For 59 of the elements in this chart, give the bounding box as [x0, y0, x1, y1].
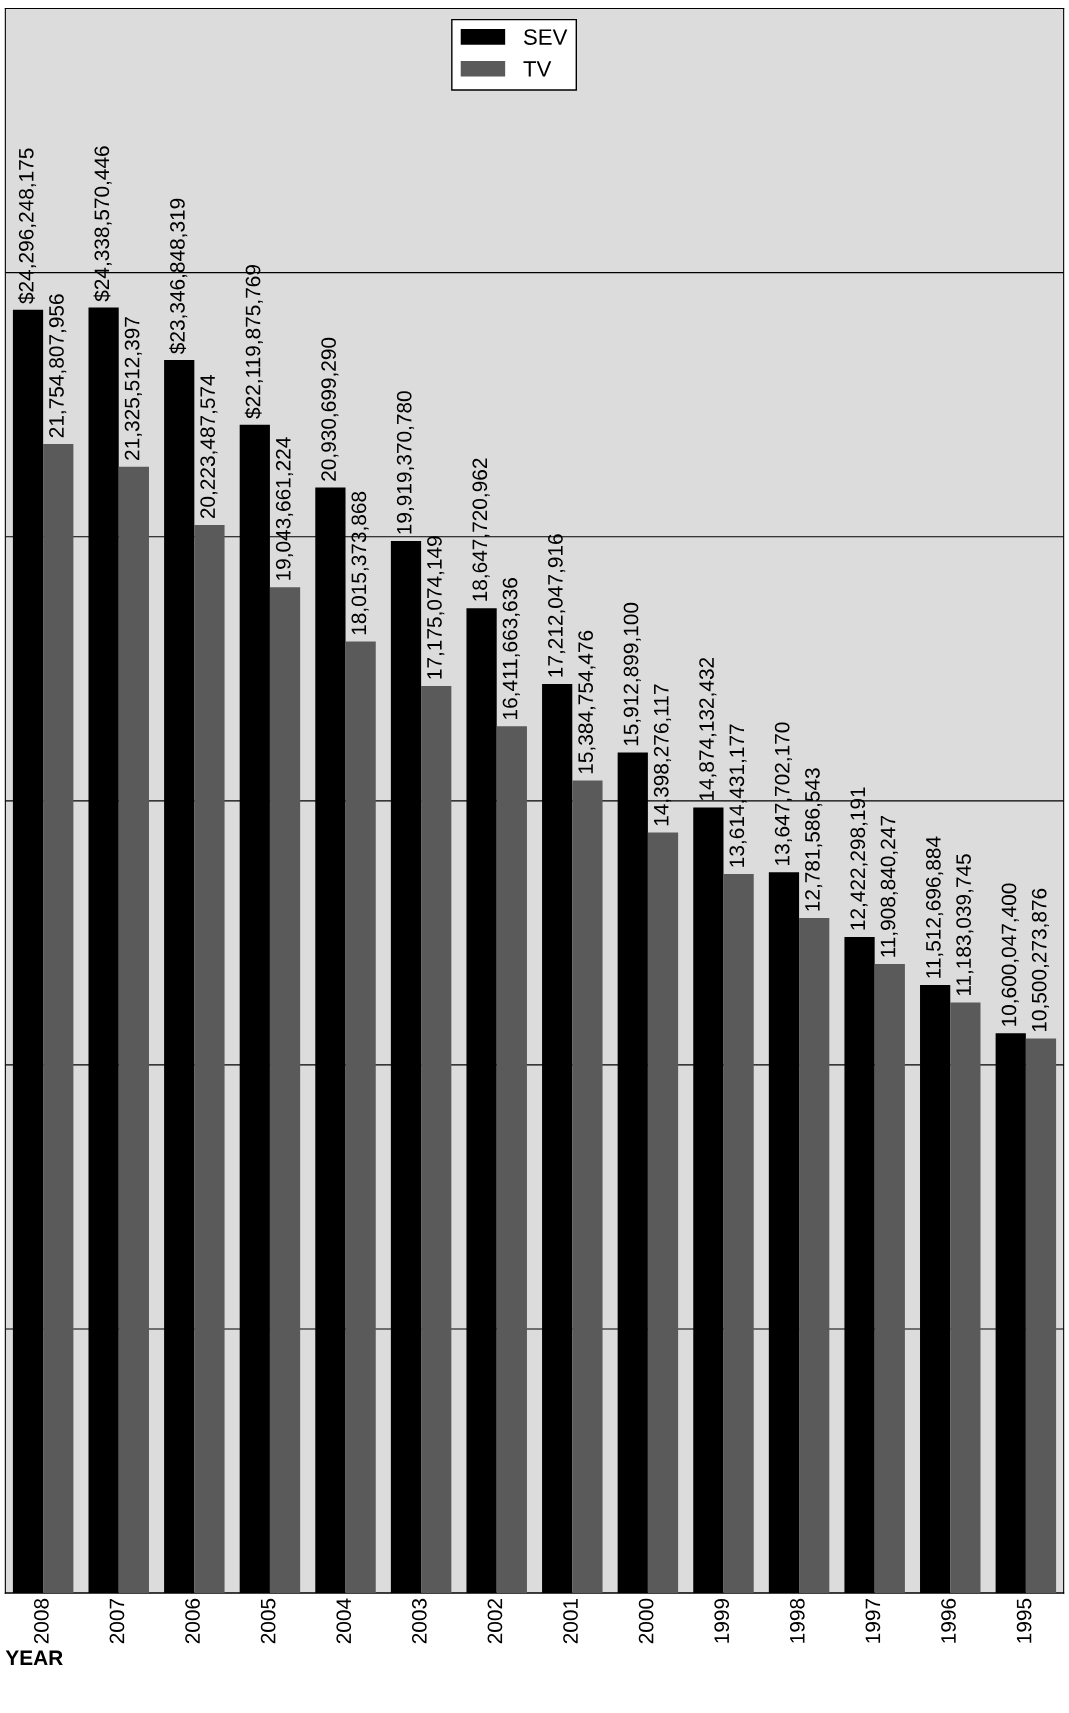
bar [194, 524, 225, 1594]
data-label: $22,119,875,769 [244, 265, 263, 419]
data-label: 13,647,702,170 [774, 722, 793, 865]
data-label: 14,398,276,117 [653, 684, 672, 826]
data-label: 19,043,661,224 [275, 437, 294, 580]
x-tick-label: 1999 [714, 1598, 730, 1643]
data-label: 16,411,663,636 [502, 578, 520, 719]
data-label: 21,325,512,397 [124, 317, 142, 460]
x-tick-label: 1997 [865, 1598, 881, 1643]
x-tick-label: 2004 [336, 1598, 352, 1644]
x-tick-label: 2008 [33, 1598, 49, 1644]
legend-label: SEV [523, 29, 568, 45]
x-tick-label: 2002 [487, 1598, 503, 1644]
bar [799, 918, 830, 1594]
data-label: 14,874,132,432 [699, 657, 717, 801]
x-tick-label: 1998 [789, 1598, 805, 1643]
x-tick-label: 2000 [638, 1598, 654, 1644]
x-axis-title: YEAR [5, 1650, 63, 1665]
x-tick-label: 2006 [185, 1598, 200, 1644]
bar [43, 444, 74, 1594]
bar [496, 726, 527, 1594]
bar [345, 641, 376, 1594]
data-label: 21,754,807,956 [49, 294, 67, 438]
bar [1025, 1038, 1057, 1594]
data-label: 11,908,840,247 [880, 816, 898, 957]
data-label: $23,346,848,319 [169, 198, 188, 354]
x-tick-label: 2003 [411, 1598, 427, 1644]
bar [421, 685, 452, 1594]
data-label: 20,930,699,290 [321, 337, 339, 481]
data-label: 15,912,899,100 [623, 602, 641, 746]
data-label: 13,614,431,177 [729, 724, 747, 867]
data-label: 18,647,720,962 [472, 458, 490, 601]
data-label: 12,781,586,543 [805, 768, 823, 911]
data-label: $24,338,570,446 [93, 146, 112, 302]
x-tick-label: 1995 [1016, 1598, 1032, 1643]
data-label: 17,212,047,916 [548, 534, 566, 677]
data-label: $24,296,248,175 [17, 148, 37, 304]
bar [723, 874, 754, 1594]
x-tick-label: 2007 [109, 1598, 125, 1644]
bar [647, 832, 679, 1594]
data-label: 10,600,047,400 [1001, 883, 1019, 1026]
data-label: 12,422,298,191 [850, 787, 868, 930]
bar [118, 466, 149, 1594]
data-label: 11,512,696,884 [925, 836, 944, 978]
data-label: 10,500,273,876 [1031, 888, 1050, 1032]
data-label: 20,223,487,574 [200, 374, 218, 519]
bar [269, 587, 301, 1594]
data-label: 19,919,370,780 [396, 391, 415, 534]
legend-label: TV [523, 61, 552, 77]
data-label: 11,183,039,745 [956, 854, 974, 996]
data-label: 17,175,074,149 [427, 536, 445, 679]
bar [874, 964, 905, 1594]
data-label: 15,384,754,476 [578, 630, 596, 774]
x-tick-label: 2005 [260, 1598, 276, 1644]
x-tick-label: 2001 [563, 1598, 578, 1644]
x-tick-label: 1996 [941, 1598, 956, 1643]
bar [950, 1002, 981, 1594]
data-label: 18,015,373,868 [351, 491, 369, 635]
bar [572, 780, 603, 1594]
